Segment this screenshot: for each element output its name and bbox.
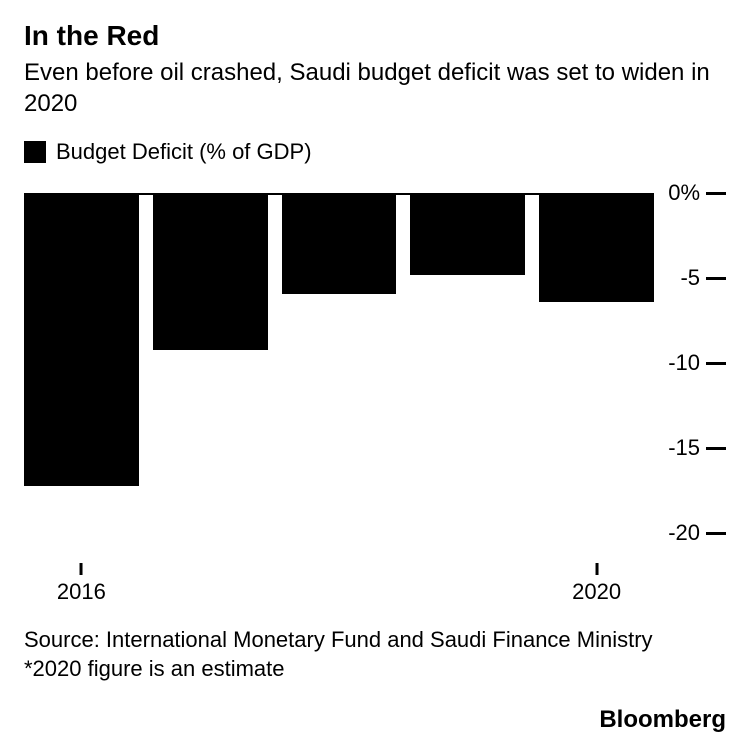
y-tick: -20 (664, 520, 726, 546)
chart-area: 0%-5-10-15-20 20162020 (24, 193, 726, 563)
y-axis: 0%-5-10-15-20 (654, 193, 726, 563)
bar-2016 (24, 193, 139, 485)
y-tick-mark (706, 532, 726, 535)
bar-2017 (153, 193, 268, 349)
bar-2019 (410, 193, 525, 275)
x-tick-2020: 2020 (572, 563, 621, 605)
legend-label: Budget Deficit (% of GDP) (56, 139, 312, 165)
x-tick-label: 2020 (572, 579, 621, 605)
chart-title: In the Red (24, 20, 726, 52)
y-tick-label: 0% (664, 180, 700, 206)
chart-footer: Source: International Monetary Fund and … (24, 625, 726, 682)
y-tick: 0% (664, 180, 726, 206)
y-tick: -15 (664, 435, 726, 461)
y-tick-label: -15 (664, 435, 700, 461)
legend-swatch (24, 141, 46, 163)
x-axis: 2016 2020 (24, 563, 654, 609)
x-tick-mark (595, 563, 598, 575)
chart-subtitle: Even before oil crashed, Saudi budget de… (24, 58, 726, 119)
brand-logo: Bloomberg (599, 706, 726, 734)
y-tick-mark (706, 277, 726, 280)
y-tick-mark (706, 362, 726, 365)
y-tick-mark (706, 192, 726, 195)
source-text: Source: International Monetary Fund and … (24, 625, 726, 654)
y-tick: -10 (664, 350, 726, 376)
y-tick-mark (706, 447, 726, 450)
y-tick-label: -10 (664, 350, 700, 376)
plot-region (24, 193, 654, 533)
y-tick-label: -5 (664, 265, 700, 291)
y-tick: -5 (664, 265, 726, 291)
footnote-text: *2020 figure is an estimate (24, 656, 726, 682)
bar-2020 (539, 193, 654, 302)
legend: Budget Deficit (% of GDP) (24, 139, 726, 165)
x-tick-mark (80, 563, 83, 575)
bar-2018 (282, 193, 397, 293)
y-tick-label: -20 (664, 520, 700, 546)
x-tick-2016: 2016 (57, 563, 106, 605)
x-tick-label: 2016 (57, 579, 106, 605)
bars-container (24, 193, 654, 533)
